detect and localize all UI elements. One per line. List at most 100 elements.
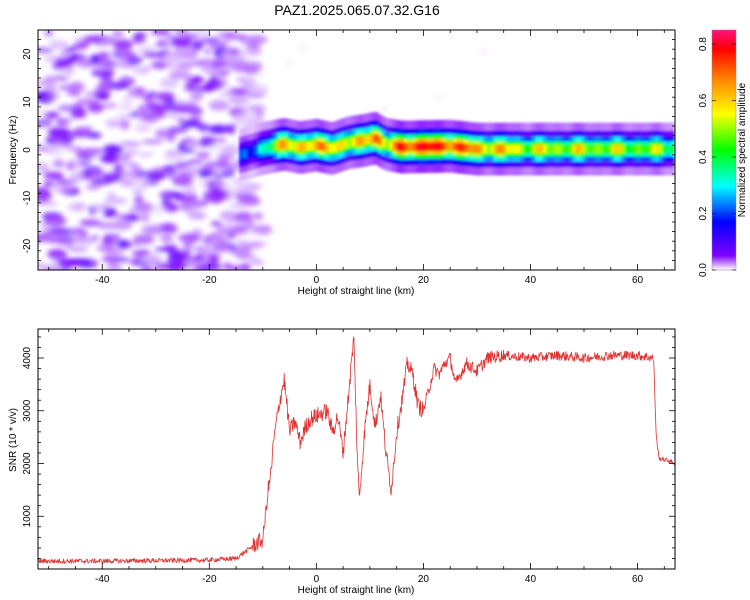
spectrogram-noise-blob <box>119 119 130 131</box>
spectrogram-ridge-cell <box>449 141 454 151</box>
spectrogram-ridge-cell <box>482 144 488 154</box>
spectrogram-noise-blob <box>134 202 153 213</box>
snr-frame <box>37 328 676 570</box>
spectrogram-noise-blob <box>234 180 255 189</box>
spectrogram-noise-blob <box>163 164 177 175</box>
spectrogram-ridge-cell <box>325 143 330 152</box>
spectrogram-ridge-cell <box>666 144 671 154</box>
y-tick-label: 4000 <box>22 346 33 369</box>
spectrogram-ridge-cell <box>655 144 660 154</box>
spectrogram-noise-blob <box>183 141 200 150</box>
spectrogram-ridge-cell <box>374 134 379 143</box>
spectrogram-noise-blob <box>208 254 219 266</box>
spectrogram-noise-blob <box>186 101 199 109</box>
spectrogram-ridge-cell <box>460 143 465 152</box>
spectrogram-ridge-cell <box>445 141 450 151</box>
spectrogram-noise-blob <box>192 228 202 235</box>
spectrogram-ridge-cell <box>527 144 533 154</box>
spectrogram-noise-blob <box>45 92 60 101</box>
spectrogram-noise-blob <box>242 241 265 248</box>
spectrogram-ridge-cell <box>621 144 626 154</box>
spectrogram-ridge-cell <box>306 142 312 151</box>
spectrogram-noise-blob <box>108 257 118 268</box>
spectrogram-noise-blob <box>246 39 260 50</box>
spectrogram-ridge-cell <box>643 144 649 154</box>
spectrogram-noise-blob <box>67 89 82 97</box>
spectrogram-ridge-cell <box>587 144 593 154</box>
spectrogram-x-label: Height of straight line (km) <box>298 286 415 297</box>
spectrogram-noise-blob <box>140 224 165 235</box>
spectrogram-noise-blob <box>103 144 124 155</box>
spectrogram-noise-blob <box>72 42 88 51</box>
spectrogram-ridge-cell <box>250 147 255 156</box>
spectrogram-ridge-cell <box>430 142 435 151</box>
spectrogram-ridge-cell <box>257 145 263 154</box>
x-tick-label: 60 <box>632 275 644 286</box>
spectrogram-ridge-cell <box>426 142 431 151</box>
spectrogram-noise-blob <box>196 200 209 207</box>
spectrogram-noise-blob <box>75 126 94 132</box>
spectrogram-noise-blob <box>141 139 164 144</box>
spectrogram-ridge-cell <box>280 140 285 149</box>
spectrogram-noise-blob <box>226 232 237 240</box>
spectrogram-noise-blob <box>113 163 124 174</box>
spectrogram-noise-blob <box>43 181 55 187</box>
spectrogram-ridge-cell <box>355 137 360 146</box>
spectrogram-noise-blob <box>106 191 117 200</box>
spectrogram-ridge-cell <box>494 144 499 154</box>
spectrogram-noise-blob <box>78 160 92 166</box>
colorbar-tick-label: 0.8 <box>698 37 709 51</box>
spectrogram-noise-blob <box>131 175 146 181</box>
spectrogram-noise-blob <box>178 233 202 243</box>
colorbar-tick-label: 0.2 <box>698 206 709 220</box>
spectrogram-noise-blob <box>38 118 54 128</box>
spectrogram-noise-blob <box>159 190 183 200</box>
spectrogram-ridge-cell <box>344 139 349 148</box>
spectrogram-ridge-cell <box>370 134 375 143</box>
spectrogram-noise-blob <box>217 159 229 166</box>
spectrogram-ridge-cell <box>636 144 641 154</box>
spectrogram-noise-blob <box>141 264 154 270</box>
spectrogram-noise-blob <box>119 50 137 59</box>
spectrogram-ridge-cell <box>595 144 600 154</box>
spectrogram-frame <box>37 29 676 271</box>
spectrogram-noise-blob <box>48 40 69 48</box>
spectrogram-noise-blob <box>250 225 267 232</box>
spectrogram-noise-blob <box>38 142 46 148</box>
spectrogram-ridge-cell <box>415 142 420 152</box>
snr-y-label: SNR (10 * v/v) <box>8 408 19 472</box>
spectrogram-ridge-cell <box>538 144 544 154</box>
spectrogram-y-label: Frequency (Hz) <box>8 116 19 185</box>
spectrogram-noise-blob <box>144 102 165 108</box>
spectrogram-ridge-cell <box>329 144 334 153</box>
spectrogram-noise-blob <box>208 79 227 84</box>
spectrogram-noise-blob <box>112 30 124 39</box>
spectrogram-noise-blob <box>206 187 230 196</box>
spectrogram-ridge-cell <box>269 142 274 152</box>
spectrogram-noise-blob <box>168 71 192 80</box>
spectrogram-ridge-cell <box>441 141 446 151</box>
spectrogram-noise-blob <box>208 145 222 151</box>
spectrogram-noise-blob <box>161 201 177 212</box>
spectrogram-ridge-cell <box>617 144 623 154</box>
spectrogram-ridge-cell <box>299 143 304 152</box>
spectrogram-ridge-cell <box>509 144 514 154</box>
spectrogram-noise-blob <box>177 255 188 263</box>
y-tick-label: 3000 <box>22 399 33 422</box>
x-tick-label: 20 <box>418 574 430 585</box>
spectrogram-noise-blob <box>45 238 67 244</box>
colorbar-ticks: 0.0 0.2 0.4 0.6 0.8 <box>698 37 736 277</box>
spectrogram-ridge-cell <box>456 142 461 152</box>
spectrogram-noise-blob <box>208 124 230 134</box>
spectrogram-ridge-cell <box>606 144 611 154</box>
spectrogram-noise-blob <box>153 247 174 252</box>
spectrogram-ridge-cell <box>452 142 458 151</box>
spectrogram-ridge-cell <box>359 136 364 146</box>
spectrogram-ridge-cell <box>602 144 608 154</box>
spectrogram-noise-blob <box>95 221 116 230</box>
spectrogram-panel: -40 -20 0 20 40 60 -20 -10 0 10 20 Height of stra… <box>8 29 676 297</box>
y-tick-label: 1000 <box>22 505 33 528</box>
spectrogram-noise-blob <box>172 177 193 186</box>
spectrogram-noise-blob <box>52 159 65 169</box>
spectrogram-noise-blob <box>208 43 227 49</box>
